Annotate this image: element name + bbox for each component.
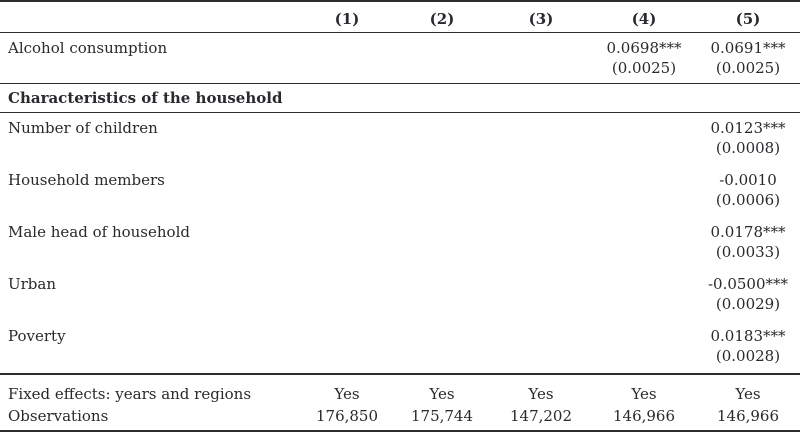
stderr-children-col5: (0.0008) [715,139,781,157]
stderr-poverty-col5: (0.0028) [715,347,781,365]
cell-members-col5: -0.0010 (0.0006) [696,165,800,217]
cell-poverty-col5: 0.0183*** (0.0028) [696,321,800,374]
observations-col2: 175,744 [394,404,490,432]
empty-cell [394,113,490,166]
cell-alcohol-col5: 0.0691*** (0.0025) [696,33,800,84]
empty-cell [394,33,490,84]
empty-cell [592,269,696,321]
empty-cell [394,321,490,374]
stderr-alcohol-col5: (0.0025) [715,59,781,77]
row-urban: Urban -0.0500*** (0.0029) [0,269,800,321]
empty-cell [300,113,394,166]
observations-col4: 146,966 [592,404,696,432]
row-label-urban: Urban [8,275,57,293]
coefficient-members-col5: -0.0010 [719,171,777,189]
empty-cell [394,217,490,269]
row-label-household-members: Household members [8,171,165,189]
row-label-fixed-effects: Fixed effects: years and regions [0,373,300,404]
empty-cell [300,269,394,321]
row-label-number-of-children: Number of children [8,119,158,137]
row-male-head-of-household: Male head of household 0.0178*** (0.0033… [0,217,800,269]
observations-col3: 147,202 [490,404,592,432]
row-observations: Observations 176,850 175,744 147,202 146… [0,404,800,432]
empty-cell [592,321,696,374]
coefficient-urban-col5: -0.0500*** [707,275,789,293]
empty-cell [300,321,394,374]
empty-cell [592,217,696,269]
empty-cell [300,33,394,84]
row-label-alcohol-consumption: Alcohol consumption [8,39,168,57]
row-fixed-effects: Fixed effects: years and regions Yes Yes… [0,373,800,404]
empty-cell [592,113,696,166]
empty-cell [300,165,394,217]
fixed-effects-col3: Yes [490,373,592,404]
cell-alcohol-col4: 0.0698*** (0.0025) [592,33,696,84]
observations-col5: 146,966 [696,404,800,432]
table-header-row: (1) (2) (3) (4) (5) [0,0,800,33]
section-header-row: Characteristics of the household [0,83,800,113]
coefficient-children-col5: 0.0123*** [710,119,786,137]
stderr-alcohol-col4: (0.0025) [611,59,677,77]
stderr-members-col5: (0.0006) [715,191,781,209]
observations-col1: 176,850 [300,404,394,432]
empty-cell [490,113,592,166]
section-title: Characteristics of the household [0,83,800,113]
row-label-male-head: Male head of household [8,223,190,241]
column-header-3: (3) [490,0,592,33]
empty-cell [394,165,490,217]
empty-cell [394,269,490,321]
row-label-observations: Observations [0,404,300,432]
cell-male-head-col5: 0.0178*** (0.0033) [696,217,800,269]
header-empty-cell [0,0,300,33]
empty-cell [490,269,592,321]
stderr-male-head-col5: (0.0033) [715,243,781,261]
fixed-effects-col2: Yes [394,373,490,404]
fixed-effects-col4: Yes [592,373,696,404]
column-header-1: (1) [300,0,394,33]
coefficient-poverty-col5: 0.0183*** [710,327,786,345]
coefficient-male-head-col5: 0.0178*** [710,223,786,241]
cell-children-col5: 0.0123*** (0.0008) [696,113,800,166]
fixed-effects-col5: Yes [696,373,800,404]
row-alcohol-consumption: Alcohol consumption 0.0698*** (0.0025) 0… [0,33,800,84]
empty-cell [490,217,592,269]
column-header-5: (5) [696,0,800,33]
coefficient-alcohol-col4: 0.0698*** [606,39,682,57]
row-number-of-children: Number of children 0.0123*** (0.0008) [0,113,800,166]
coefficient-alcohol-col5: 0.0691*** [710,39,786,57]
fixed-effects-col1: Yes [300,373,394,404]
row-label-poverty: Poverty [8,327,66,345]
empty-cell [490,321,592,374]
empty-cell [300,217,394,269]
empty-cell [490,165,592,217]
stderr-urban-col5: (0.0029) [715,295,781,313]
empty-cell [490,33,592,84]
empty-cell [592,165,696,217]
cell-urban-col5: -0.0500*** (0.0029) [696,269,800,321]
row-poverty: Poverty 0.0183*** (0.0028) [0,321,800,374]
row-household-members: Household members -0.0010 (0.0006) [0,165,800,217]
column-header-2: (2) [394,0,490,33]
column-header-4: (4) [592,0,696,33]
